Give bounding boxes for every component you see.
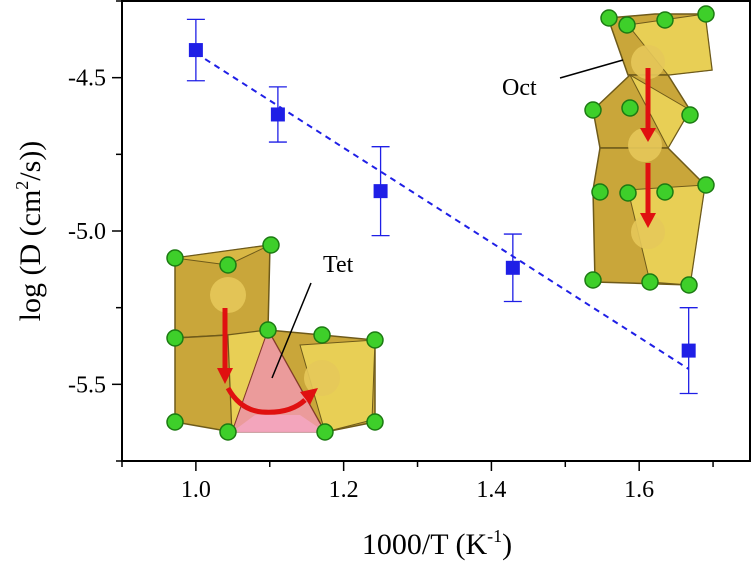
fit-line-layer bbox=[195, 52, 690, 370]
oct-label: Oct bbox=[502, 75, 537, 101]
oct-structure-illustration bbox=[584, 5, 715, 294]
tet-label: Tet bbox=[323, 252, 354, 278]
x-axis-title-main: 1000/T (K bbox=[362, 528, 488, 561]
x-axis-title-sup: -1 bbox=[487, 526, 502, 546]
x-tick-label: 1.6 bbox=[624, 477, 654, 503]
data-point bbox=[270, 107, 285, 122]
data-point bbox=[188, 43, 203, 58]
y-axis-title: log (D (cm2/s)) bbox=[12, 141, 47, 322]
oct-leader-line bbox=[559, 59, 624, 79]
y-axis-title-sup: 2 bbox=[12, 181, 32, 190]
tick-layer: 1.0 1.2 1.4 1.6 -4.5 -5.0 -5.5 bbox=[68, 0, 714, 503]
data-point bbox=[681, 343, 696, 358]
y-tick-label: -4.5 bbox=[68, 66, 106, 92]
points-layer bbox=[188, 43, 696, 358]
x-tick-label: 1.4 bbox=[476, 477, 506, 503]
data-point bbox=[373, 184, 388, 199]
x-axis-title: 1000/T (K-1) bbox=[362, 526, 512, 561]
tet-structure-illustration bbox=[166, 236, 384, 441]
x-axis-title-close: ) bbox=[502, 528, 512, 561]
tet-leader-line bbox=[271, 282, 312, 379]
y-tick-label: -5.0 bbox=[68, 219, 106, 245]
y-tick-label: -5.5 bbox=[68, 372, 106, 398]
y-axis-title-close: /s)) bbox=[14, 141, 47, 181]
y-axis-title-main: log (D (cm bbox=[14, 190, 47, 322]
data-point bbox=[505, 260, 520, 275]
x-tick-label: 1.0 bbox=[181, 477, 211, 503]
fit-line bbox=[195, 52, 690, 370]
x-tick-label: 1.2 bbox=[329, 477, 359, 503]
